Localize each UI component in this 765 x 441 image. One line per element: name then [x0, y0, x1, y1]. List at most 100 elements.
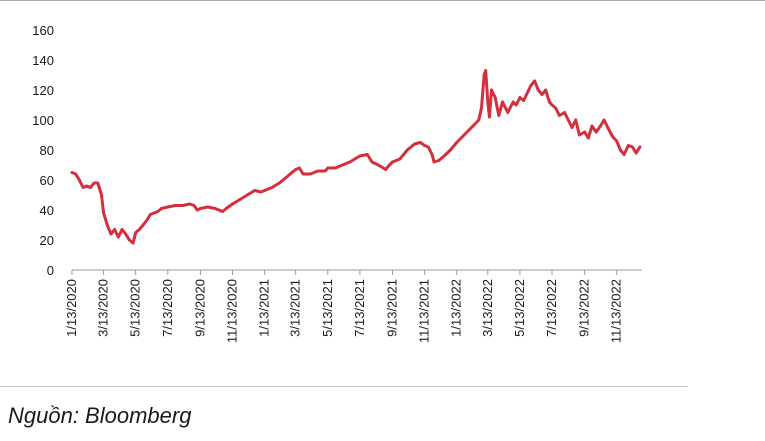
data-point: [599, 124, 602, 128]
data-point: [540, 93, 544, 96]
y-tick-label: 60: [40, 173, 54, 188]
data-point: [518, 96, 522, 99]
data-point: [626, 144, 630, 147]
data-point: [316, 169, 320, 173]
data-point: [426, 145, 430, 149]
data-point: [430, 153, 434, 156]
data-point: [238, 198, 242, 201]
data-point: [181, 204, 184, 207]
x-axis: 1/13/2020 3/13/2020 5/13/2020 7/13/2020 9/13…: [64, 269, 642, 343]
data-point: [566, 118, 570, 122]
source-note: Nguồn: Bloomberg: [8, 403, 192, 428]
y-tick-label: 40: [40, 203, 54, 218]
data-point: [488, 115, 491, 119]
data-point: [548, 100, 551, 104]
data-point: [245, 193, 249, 197]
data-point: [484, 69, 488, 72]
data-point: [120, 228, 124, 231]
data-point: [529, 84, 533, 87]
series-line: [70, 69, 642, 245]
data-point: [127, 238, 131, 242]
data-point: [105, 223, 109, 227]
data-point: [192, 204, 196, 207]
data-point: [89, 186, 92, 189]
x-tick-label: 5/13/2022: [512, 279, 527, 337]
data-point: [486, 100, 490, 104]
series-layer: [70, 69, 642, 245]
line-chart: 0 20 40 60 80 100 120 140 160 1/13/2020 3/13/2020…: [32, 23, 642, 343]
data-point: [590, 124, 594, 128]
data-point: [470, 126, 473, 129]
data-point: [74, 172, 78, 176]
data-point: [634, 151, 638, 155]
data-point: [615, 139, 619, 143]
data-point: [370, 160, 374, 164]
data-point: [173, 204, 177, 207]
data-point: [398, 157, 402, 161]
x-tick-label: 5/13/2021: [320, 279, 335, 337]
data-point: [231, 202, 234, 206]
data-point: [506, 111, 510, 114]
data-point: [365, 153, 369, 156]
data-point: [109, 232, 113, 236]
data-point: [563, 111, 566, 114]
data-point: [558, 114, 561, 117]
data-point: [355, 156, 359, 159]
data-point: [391, 160, 394, 164]
x-tick-label: 7/13/2022: [544, 279, 559, 337]
data-point: [413, 142, 416, 146]
x-tick-label: 1/13/2021: [257, 279, 272, 337]
data-point: [326, 166, 330, 170]
data-point: [437, 159, 441, 162]
data-point: [554, 106, 558, 110]
y-tick-label: 160: [32, 23, 54, 38]
data-point: [301, 172, 305, 176]
data-point: [462, 133, 466, 137]
x-tick-label: 5/13/2020: [128, 279, 143, 337]
data-point: [113, 228, 116, 231]
x-tick-label: 3/13/2020: [96, 279, 111, 337]
data-point: [290, 171, 294, 174]
x-tick-label: 3/13/2022: [480, 279, 495, 337]
data-point: [85, 184, 89, 188]
data-point: [514, 103, 518, 107]
y-tick-label: 100: [32, 113, 54, 128]
x-tick-label: 11/13/2020: [225, 279, 240, 343]
data-point: [188, 202, 192, 206]
x-tick-label: 1/13/2022: [449, 279, 464, 337]
data-point: [501, 100, 504, 104]
x-tick-label: 9/13/2020: [192, 279, 207, 337]
data-point: [348, 160, 352, 164]
data-point: [213, 207, 217, 210]
y-tick-label: 0: [47, 263, 54, 278]
data-point: [152, 211, 156, 215]
data-point: [156, 210, 160, 213]
data-point: [477, 118, 481, 122]
data-point: [550, 103, 554, 107]
data-point: [149, 213, 152, 216]
data-point: [141, 223, 145, 227]
data-point: [323, 169, 327, 173]
data-point: [270, 186, 274, 189]
data-point: [594, 130, 598, 134]
data-point: [423, 144, 426, 147]
data-point: [376, 163, 380, 167]
y-tick-label: 140: [32, 53, 54, 68]
data-point: [253, 189, 256, 192]
data-point: [631, 145, 634, 149]
y-tick-label: 80: [40, 143, 54, 158]
data-point: [544, 88, 548, 92]
data-point: [511, 100, 515, 104]
data-point: [574, 118, 578, 122]
data-point: [606, 126, 610, 129]
data-point: [263, 189, 266, 192]
data-point: [309, 172, 312, 176]
data-point: [611, 135, 614, 138]
data-point: [81, 186, 85, 189]
data-point: [449, 148, 452, 152]
data-point: [533, 79, 536, 83]
data-point: [145, 219, 149, 222]
data-point: [493, 96, 497, 99]
data-point: [96, 181, 100, 185]
data-point: [570, 126, 574, 129]
